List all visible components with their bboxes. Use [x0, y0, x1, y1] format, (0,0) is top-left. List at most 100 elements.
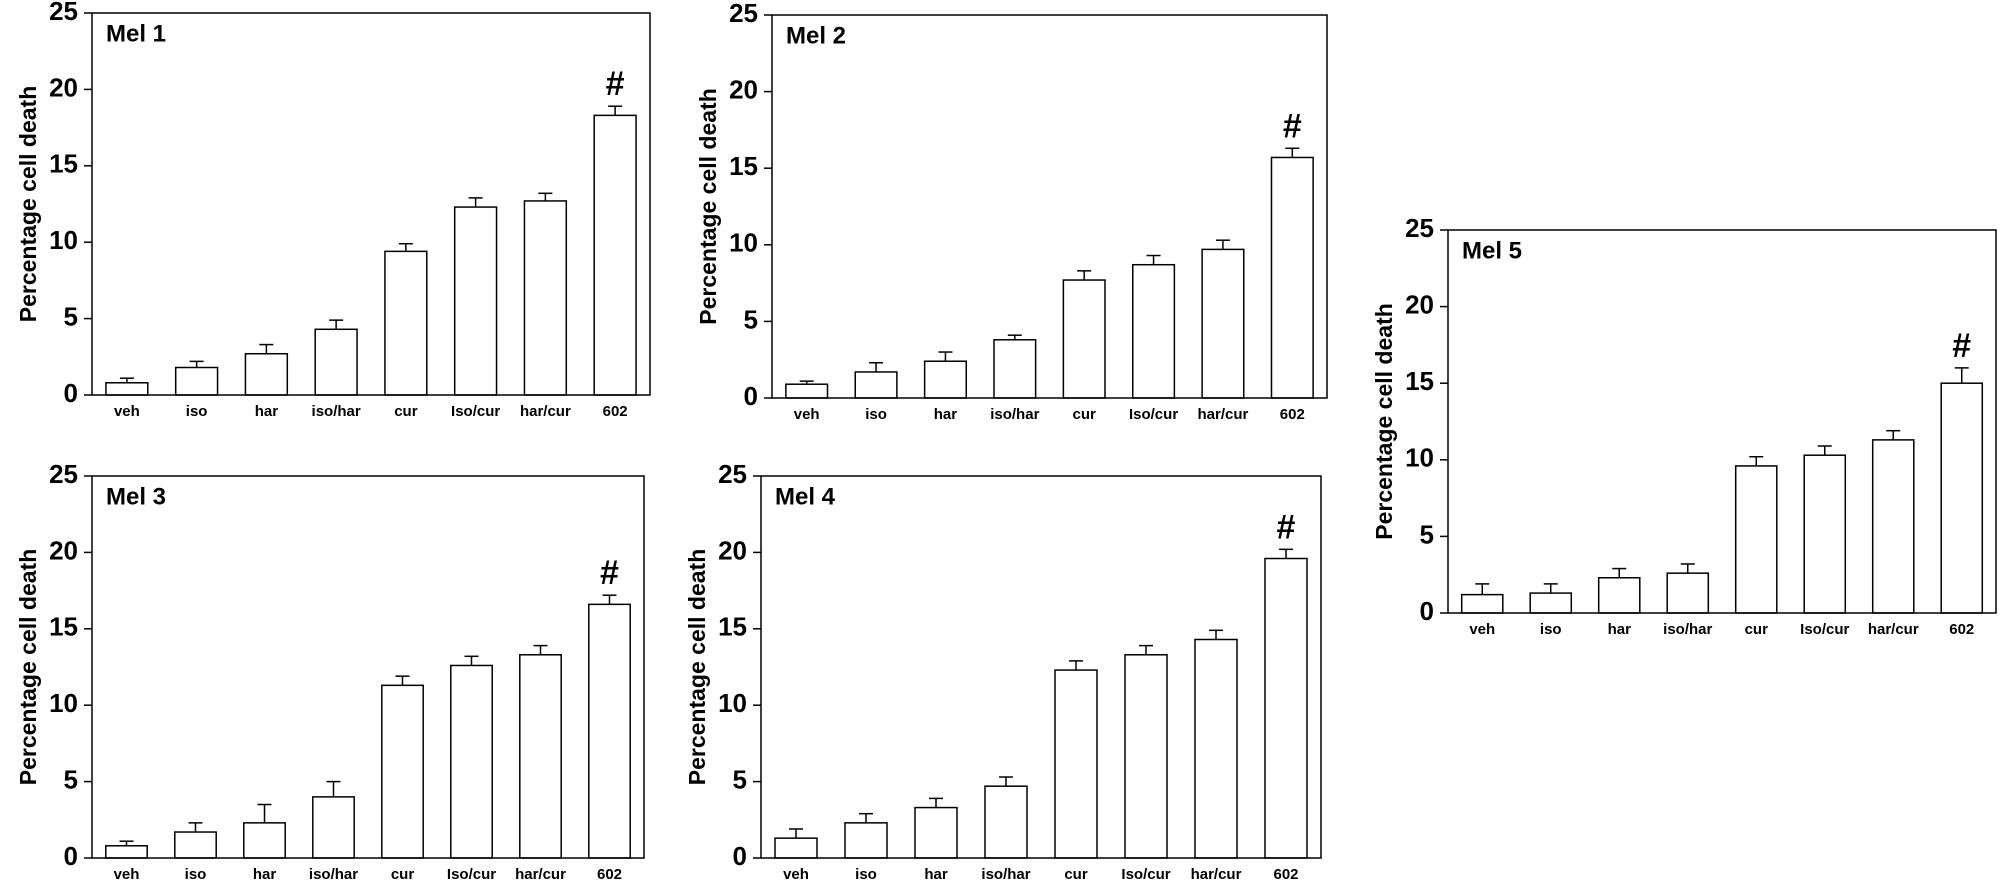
annotation: # — [1277, 508, 1296, 546]
x-tick-label: har/cur — [515, 866, 566, 883]
x-tick-label: har — [1608, 621, 1632, 638]
y-axis-label: Percentage cell death — [695, 88, 721, 325]
chart-title: Mel 3 — [106, 483, 166, 510]
y-tick-label: 10 — [49, 225, 78, 255]
bar — [1062, 279, 1106, 399]
x-tick-label: iso — [185, 866, 207, 883]
chart-panel: 0 5 10 15 20 25 veh iso har iso/har cur Iso/cur har/… — [684, 459, 1322, 883]
bar — [1460, 593, 1504, 614]
x-tick-label: har/cur — [1191, 866, 1242, 883]
bar — [312, 796, 355, 859]
x-tick-label: veh — [1469, 621, 1495, 638]
x-tick-label: har/cur — [1868, 621, 1919, 638]
bar — [1871, 439, 1915, 614]
y-tick-label: 0 — [1420, 596, 1434, 626]
bar — [523, 200, 568, 396]
bar — [1597, 577, 1641, 614]
y-tick-label: 5 — [744, 304, 758, 334]
bar — [993, 339, 1037, 399]
y-tick-label: 5 — [733, 764, 747, 794]
x-tick-label: cur — [1745, 621, 1769, 638]
y-tick-label: 15 — [49, 149, 78, 179]
bar — [593, 114, 637, 396]
chart-title: Mel 2 — [786, 22, 846, 49]
x-tick-label: veh — [114, 866, 140, 883]
y-tick-label: 15 — [1405, 366, 1434, 396]
y-tick-label: 10 — [729, 228, 758, 258]
bar — [105, 845, 148, 859]
plot-frame — [1447, 229, 1997, 614]
x-tick-label: cur — [1073, 406, 1097, 423]
annotation: # — [600, 554, 619, 592]
x-tick-label: 602 — [1949, 621, 1974, 638]
x-tick-label: Iso/cur — [1129, 406, 1178, 423]
y-tick-label: 15 — [718, 612, 747, 642]
bar — [774, 837, 818, 859]
x-tick-label: har/cur — [1198, 406, 1249, 423]
y-tick-label: 5 — [64, 301, 78, 331]
x-tick-label: iso/har — [981, 866, 1030, 883]
y-tick-label: 20 — [729, 74, 758, 104]
bar — [453, 206, 498, 396]
y-tick-label: 20 — [49, 72, 78, 102]
bar — [244, 352, 289, 396]
chart-title: Mel 4 — [775, 483, 836, 510]
annotation: # — [1952, 327, 1971, 365]
y-tick-label: 0 — [733, 841, 747, 871]
chart-panel: 0 5 10 15 20 25 veh iso har iso/har cur Iso/cur har/… — [1371, 213, 1997, 638]
y-axis-label: Percentage cell death — [15, 86, 41, 323]
x-tick-label: har — [253, 866, 277, 883]
y-tick-label: 15 — [729, 151, 758, 181]
x-tick-label: Iso/cur — [451, 403, 500, 420]
y-tick-label: 20 — [718, 535, 747, 565]
y-tick-label: 25 — [49, 0, 78, 26]
chart-panel: 0 5 10 15 20 25 veh iso har iso/har cur Iso/cur har/… — [15, 0, 651, 420]
x-tick-label: cur — [394, 403, 418, 420]
y-axis-label: Percentage cell death — [684, 549, 710, 786]
y-tick-label: 10 — [1405, 443, 1434, 473]
bar — [381, 684, 424, 859]
bar — [243, 822, 286, 859]
plot-frame — [91, 12, 651, 396]
x-tick-label: 602 — [1280, 406, 1305, 423]
x-tick-label: iso — [1540, 621, 1562, 638]
y-tick-label: 25 — [1405, 213, 1434, 243]
bar — [450, 664, 493, 859]
bar — [1194, 638, 1238, 859]
bar — [519, 654, 562, 859]
chart-title: Mel 5 — [1462, 237, 1522, 264]
bar — [844, 822, 888, 859]
x-tick-label: 602 — [603, 403, 628, 420]
x-tick-label: iso/har — [312, 403, 361, 420]
chart-panel: 0 5 10 15 20 25 veh iso har iso/har cur Iso/cur har/… — [15, 459, 645, 883]
x-tick-label: 602 — [597, 866, 622, 883]
x-tick-label: veh — [783, 866, 809, 883]
y-tick-label: 25 — [718, 459, 747, 489]
bar — [1803, 454, 1847, 614]
bar — [923, 360, 967, 399]
bar — [1124, 654, 1168, 859]
bar — [1666, 572, 1710, 614]
bar — [1270, 156, 1314, 399]
x-tick-label: iso — [865, 406, 887, 423]
x-tick-label: Iso/cur — [1800, 621, 1849, 638]
bar — [785, 383, 829, 399]
y-tick-label: 25 — [49, 459, 78, 489]
annotation: # — [1283, 107, 1302, 145]
bar — [854, 371, 898, 399]
x-tick-label: Iso/cur — [1121, 866, 1170, 883]
x-tick-label: veh — [794, 406, 820, 423]
y-tick-label: 20 — [49, 535, 78, 565]
bar — [984, 785, 1028, 859]
x-tick-label: har/cur — [520, 403, 571, 420]
annotation: # — [606, 65, 625, 103]
x-tick-label: cur — [1064, 866, 1088, 883]
x-tick-label: veh — [114, 403, 140, 420]
bar — [105, 382, 149, 396]
chart-panel: 0 5 10 15 20 25 veh iso har iso/har cur Iso/cur har/… — [695, 0, 1328, 423]
x-tick-label: har — [934, 406, 958, 423]
chart-title: Mel 1 — [106, 20, 166, 47]
y-tick-label: 0 — [64, 378, 78, 408]
y-axis-label: Percentage cell death — [15, 549, 41, 786]
